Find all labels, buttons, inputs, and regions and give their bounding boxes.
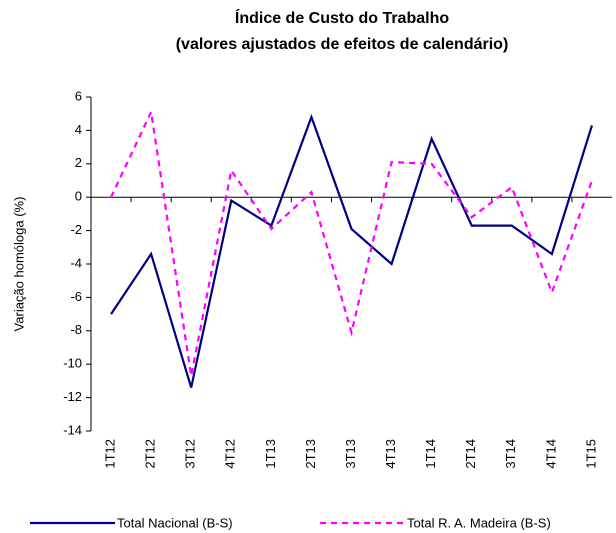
y-tick-label: -12 [63, 389, 82, 404]
legend-label: Total R. A. Madeira (B-S) [407, 515, 551, 530]
x-tick-label: 2T12 [143, 439, 158, 469]
y-tick-label: -8 [70, 322, 82, 337]
x-tick-label: 1T14 [423, 439, 438, 469]
x-tick-label: 3T12 [183, 439, 198, 469]
data-line [110, 108, 593, 377]
y-tick-label: -10 [63, 356, 82, 371]
y-tick-label: -6 [70, 289, 82, 304]
y-axis-label: Variação homóloga (%) [11, 197, 26, 332]
y-tick-label: 0 [75, 189, 82, 204]
x-tick-label: 4T13 [383, 439, 398, 469]
x-tick-label: 3T13 [343, 439, 358, 469]
y-tick-label: -14 [63, 422, 82, 437]
y-tick-label: 6 [75, 88, 82, 103]
x-tick-label: 4T12 [223, 439, 238, 469]
x-tick-label: 4T14 [543, 439, 558, 469]
y-tick-label: 4 [75, 122, 82, 137]
y-tick-label: -2 [70, 222, 82, 237]
data-line [110, 113, 594, 388]
x-tick-label: 1T15 [583, 439, 598, 469]
x-tick-label: 1T12 [102, 439, 117, 469]
x-tick-label: 1T13 [263, 439, 278, 469]
legend-label: Total Nacional (B-S) [117, 515, 233, 530]
y-tick-label: -4 [70, 255, 82, 270]
x-tick-label: 3T14 [503, 439, 518, 469]
y-tick-label: 2 [75, 155, 82, 170]
chart-title: Índice de Custo do Trabalho [235, 8, 449, 27]
chart-subtitle: (valores ajustados de efeitos de calendá… [176, 36, 509, 53]
x-tick-label: 2T13 [303, 439, 318, 469]
x-tick-label: 2T14 [463, 439, 478, 469]
